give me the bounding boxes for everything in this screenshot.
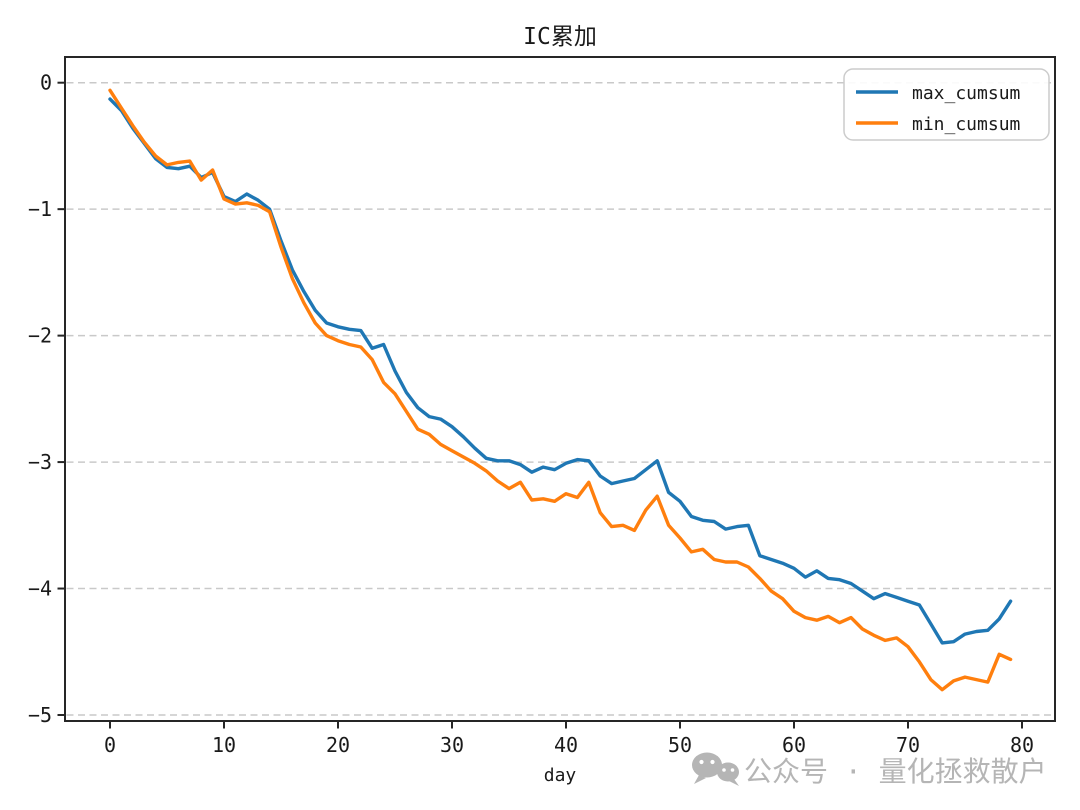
max-cumsum-line	[108, 97, 1013, 645]
x-tick-label: 0	[104, 733, 116, 757]
x-tick-label: 50	[668, 733, 692, 757]
wechat-eye	[699, 759, 704, 765]
x-tick-label: 20	[326, 733, 350, 757]
wechat-bubble-small-tail	[729, 779, 739, 786]
wechat-icon	[692, 752, 739, 786]
wechat-eye	[730, 768, 735, 772]
y-tick-label: −3	[28, 450, 52, 474]
x-tick-label: 30	[440, 733, 464, 757]
watermark: 公众号 · 量化拯救散户	[692, 752, 1047, 788]
y-tick-label: −1	[28, 197, 52, 221]
x-tick-label: 40	[554, 733, 578, 757]
watermark-text: 公众号 · 量化拯救散户	[744, 755, 1047, 788]
wechat-eye	[710, 759, 715, 765]
x-tick-label: 80	[1010, 733, 1034, 757]
tick-layer: 0 −1 −2 −3 −4 −5 0 10 20 30 40 50 60 70 80	[28, 71, 1034, 757]
y-tick-label: −2	[28, 324, 52, 348]
axes-frame	[64, 56, 1056, 722]
chart-title: IC累加	[523, 24, 597, 50]
legend-label-max-cumsum: max_cumsum	[912, 83, 1020, 104]
y-tick-label: 0	[40, 71, 52, 95]
x-tick-label: 70	[896, 733, 920, 757]
legend[interactable]: max_cumsum min_cumsum	[843, 68, 1050, 141]
y-tick-label: −5	[28, 703, 52, 727]
wechat-bubble-small	[717, 762, 739, 782]
x-tick-label: 10	[212, 733, 236, 757]
wechat-bubble-large	[692, 752, 722, 778]
min-cumsum-line	[108, 88, 1013, 692]
legend-label-min-cumsum: min_cumsum	[912, 114, 1020, 135]
wechat-bubble-large-tail	[694, 775, 706, 784]
y-tick-label: −4	[28, 577, 52, 601]
wechat-eye	[722, 768, 726, 772]
series-layer	[108, 88, 1013, 692]
x-axis-label: day	[544, 765, 577, 786]
x-tick-label: 60	[782, 733, 806, 757]
